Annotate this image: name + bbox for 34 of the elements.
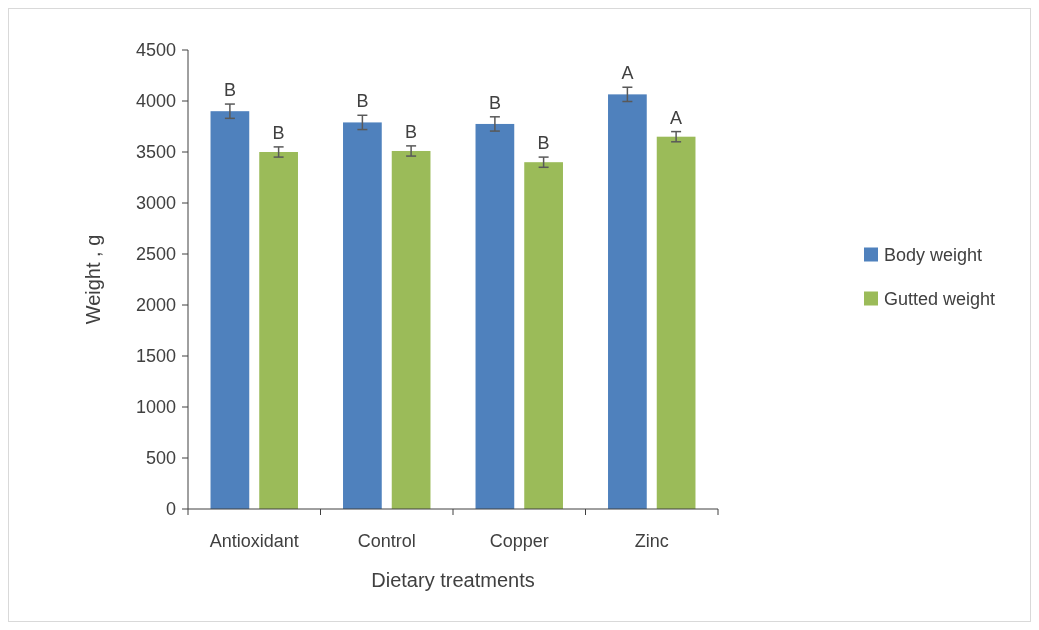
y-tick-label: 4500: [135, 40, 176, 61]
data-label: B: [537, 133, 550, 154]
y-tick-label: 3500: [135, 142, 176, 163]
y-tick-label: 2000: [135, 295, 176, 316]
x-tick-label: Antioxidant: [209, 531, 299, 551]
data-label: B: [223, 80, 236, 101]
bar: [259, 152, 298, 509]
bar: [210, 111, 250, 509]
data-label: B: [488, 92, 501, 113]
legend-label: Gutted weight: [884, 288, 996, 309]
data-label: B: [272, 122, 285, 143]
bar: [656, 136, 696, 509]
y-tick-label: 4000: [135, 91, 176, 112]
y-tick-label: 2500: [135, 244, 176, 265]
y-tick-label: 1000: [135, 397, 176, 418]
x-tick-label: Copper: [489, 531, 549, 551]
bar: [343, 122, 382, 509]
y-tick-label: 500: [145, 448, 176, 469]
legend-label: Body weight: [884, 244, 983, 265]
y-tick-label: 1500: [135, 346, 176, 367]
bar: [608, 94, 647, 509]
x-axis-title: Dietary treatments: [371, 569, 535, 591]
y-tick-label: 0: [165, 499, 176, 520]
x-tick-label: Control: [357, 531, 416, 551]
y-axis-title: Weight , g: [82, 234, 104, 325]
data-label: B: [405, 121, 418, 142]
bar: [391, 150, 431, 509]
data-label: B: [356, 91, 369, 112]
data-label: A: [621, 63, 634, 84]
bar: [475, 123, 515, 509]
x-tick-label: Zinc: [634, 531, 669, 551]
bar: [524, 162, 563, 509]
y-tick-label: 3000: [135, 193, 176, 214]
data-label: A: [670, 107, 683, 128]
